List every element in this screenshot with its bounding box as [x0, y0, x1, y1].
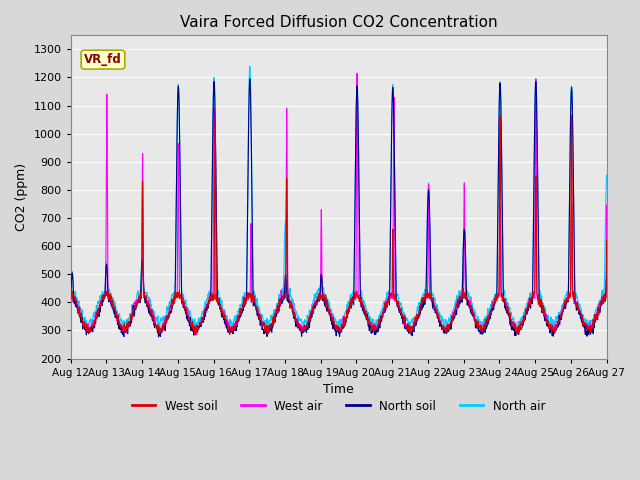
Text: VR_fd: VR_fd	[84, 53, 122, 66]
X-axis label: Time: Time	[323, 383, 354, 396]
Legend: West soil, West air, North soil, North air: West soil, West air, North soil, North a…	[127, 395, 550, 417]
Y-axis label: CO2 (ppm): CO2 (ppm)	[15, 163, 28, 231]
Title: Vaira Forced Diffusion CO2 Concentration: Vaira Forced Diffusion CO2 Concentration	[180, 15, 497, 30]
